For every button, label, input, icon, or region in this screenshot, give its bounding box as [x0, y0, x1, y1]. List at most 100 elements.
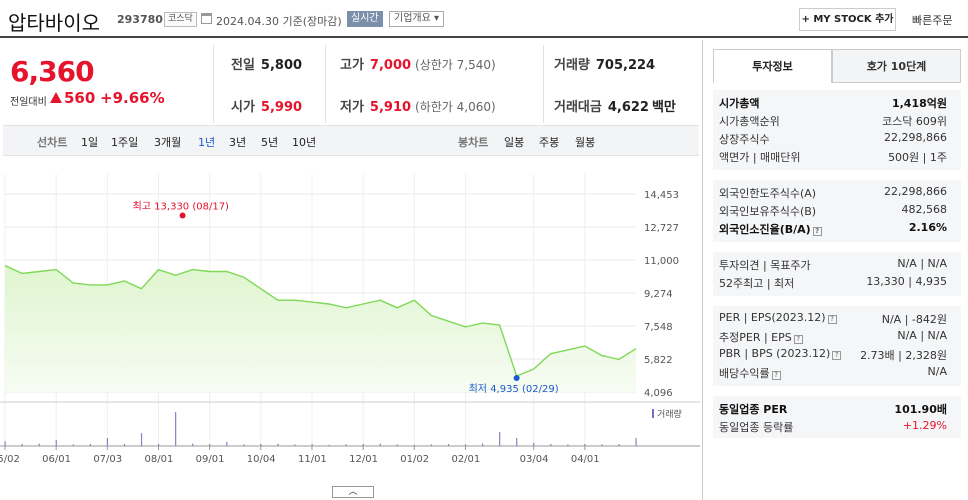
- info-row: 추정PER | EPS? N/A | N/A: [719, 329, 947, 345]
- x-tick-label: 01/02: [400, 454, 429, 465]
- volume-bar: [430, 444, 433, 446]
- volume-bar: [243, 444, 245, 446]
- divider: [325, 45, 326, 123]
- volume-bar: [482, 443, 484, 446]
- corp-info-dropdown[interactable]: 기업개요 ▾: [389, 11, 445, 27]
- info-row-label: 외국인소진율(B/A): [719, 223, 811, 236]
- market-badge: 코스닥: [164, 12, 197, 27]
- info-group-industry: 동일업종 PER 101.90배 동일업종 등락률 +1.29%: [713, 396, 961, 438]
- low-marker: [513, 374, 520, 381]
- info-row-value: N/A: [927, 365, 947, 378]
- info-row-label: 시가총액: [719, 97, 760, 110]
- info-row-value: 22,298,866: [884, 185, 947, 198]
- info-row-value: 482,568: [901, 203, 948, 216]
- panel-divider: [702, 40, 703, 500]
- candle-weekly[interactable]: 주봉: [539, 136, 560, 149]
- info-row-label: PBR | BPS (2023.12): [719, 347, 831, 360]
- volume-bar: [618, 444, 620, 446]
- info-row-value: 2.73배 | 2,328원: [860, 349, 947, 362]
- open-label: 시가: [231, 100, 255, 115]
- high-value: 7,000: [369, 58, 412, 73]
- realtime-button[interactable]: 실시간: [347, 11, 383, 27]
- change-label: 전일대비: [10, 97, 47, 108]
- info-row-label: PER | EPS(2023.12): [719, 311, 826, 324]
- collapse-handle[interactable]: ︿: [332, 486, 374, 498]
- open-price: 시가 5,990: [231, 96, 302, 115]
- quick-order-link[interactable]: 빠른주문: [912, 14, 953, 27]
- volume-bar: [413, 444, 415, 446]
- price-chart[interactable]: 14,453 12,727 11,000 9,274 7,548 5,822 4,096 05…: [0, 156, 700, 500]
- info-row-value: +1.29%: [902, 419, 947, 432]
- prev-close: 전일 5,800: [231, 54, 302, 73]
- info-row-label: 배당수익률: [719, 367, 770, 380]
- volume-bar: [89, 444, 91, 446]
- high-marker: [179, 212, 186, 219]
- open-value: 5,990: [260, 100, 303, 115]
- info-row: 시가총액순위 코스닥 609위: [719, 113, 947, 129]
- info-row-value: 1,418억원: [891, 97, 947, 110]
- y-tick-label: 7,548: [644, 322, 673, 333]
- volume-bar: [601, 444, 603, 446]
- prev-close-label: 전일: [231, 58, 255, 73]
- amount-label: 거래대금: [554, 100, 602, 115]
- line-chart-label: 선차트: [37, 136, 68, 149]
- current-price: 6,360: [10, 55, 95, 88]
- x-tick-label: 10/04: [247, 454, 276, 465]
- tab-order-book[interactable]: 호가 10단계: [832, 49, 961, 83]
- help-icon[interactable]: ?: [832, 351, 842, 360]
- info-row: 외국인한도주식수(A) 22,298,866: [719, 185, 947, 201]
- help-icon[interactable]: ?: [771, 371, 781, 380]
- amount-value: 4,622: [607, 100, 649, 115]
- tab-invest-info[interactable]: 투자정보: [713, 49, 832, 83]
- y-tick-label: 4,096: [644, 388, 673, 399]
- info-row-value: N/A | -842원: [881, 313, 947, 326]
- volume-bar: [4, 441, 6, 446]
- candle-daily[interactable]: 일봉: [504, 136, 525, 149]
- candle-monthly[interactable]: 월봉: [575, 136, 596, 149]
- divider: [543, 45, 544, 123]
- info-group-market-cap: 시가총액 1,418억원 시가총액순위 코스닥 609위 상장주식수 22,298,866…: [713, 90, 961, 170]
- period-5y[interactable]: 5년: [261, 136, 279, 149]
- x-tick-label: 03/04: [520, 454, 549, 465]
- volume-bar: [123, 444, 126, 446]
- period-1d[interactable]: 1일: [81, 136, 99, 149]
- volume-bar: [277, 443, 279, 446]
- info-row: 외국인소진율(B/A)? 2.16%: [719, 221, 947, 237]
- volume-bar: [550, 444, 552, 446]
- info-row-label: 동일업종 PER: [719, 403, 788, 416]
- period-10y[interactable]: 10년: [292, 136, 317, 149]
- period-1y[interactable]: 1년: [198, 136, 216, 149]
- info-row: 투자의견 | 목표주가 N/A | N/A: [719, 257, 947, 273]
- help-icon[interactable]: ?: [827, 315, 837, 324]
- info-row: PER | EPS(2023.12)? N/A | -842원: [719, 311, 947, 326]
- volume-bar: [55, 440, 57, 446]
- volume-bar: [362, 444, 364, 446]
- info-row-label: 외국인보유주식수(B): [719, 205, 817, 218]
- x-tick-label: 04/01: [571, 454, 600, 465]
- volume-bar: [311, 444, 313, 446]
- info-row-value: 2.16%: [908, 221, 947, 234]
- x-tick-label: 09/01: [196, 454, 225, 465]
- help-icon[interactable]: ?: [812, 227, 822, 236]
- volume-bar: [567, 444, 569, 446]
- period-3m[interactable]: 3개월: [154, 136, 182, 149]
- trade-amount: 거래대금 4,622 백만: [554, 96, 676, 115]
- y-tick-label: 11,000: [644, 256, 679, 267]
- help-icon[interactable]: ?: [793, 335, 803, 344]
- chevron-down-icon: ▾: [434, 13, 440, 24]
- info-row-value: 13,330 | 4,935: [866, 275, 947, 288]
- period-1w[interactable]: 1주일: [111, 136, 139, 149]
- y-tick-label: 14,453: [644, 190, 679, 201]
- add-my-stock-button[interactable]: + MY STOCK 추가: [799, 8, 896, 31]
- y-tick-label: 5,822: [644, 355, 673, 366]
- lower-limit: (하한가 4,060): [415, 100, 496, 114]
- info-row-value: 500원 | 1주: [888, 151, 947, 164]
- stock-header: 압타바이오 293780 코스닥 2024.04.30 기준(장마감) 실시간 …: [0, 0, 968, 38]
- volume-bar: [260, 444, 262, 446]
- period-3y[interactable]: 3년: [229, 136, 247, 149]
- info-row-label: 외국인한도주식수(A): [719, 187, 817, 200]
- volume-legend-label: 거래량: [657, 408, 682, 420]
- info-row-value: N/A | N/A: [897, 329, 947, 342]
- info-row: 동일업종 PER 101.90배: [719, 401, 947, 417]
- volume-bar: [106, 438, 109, 446]
